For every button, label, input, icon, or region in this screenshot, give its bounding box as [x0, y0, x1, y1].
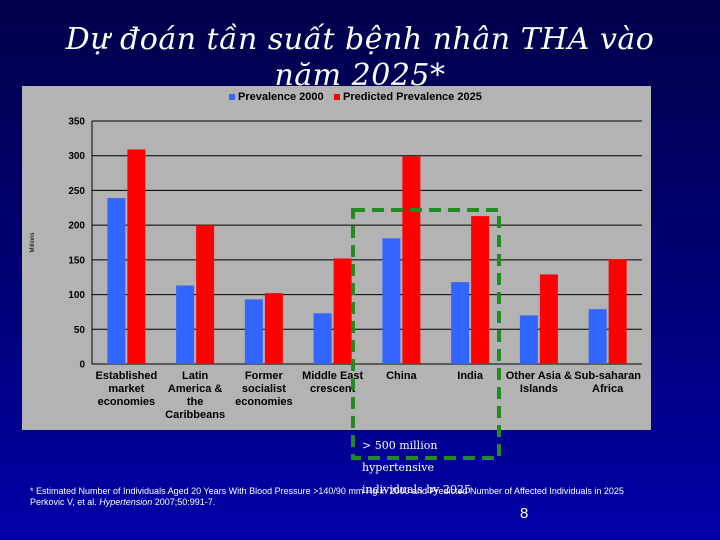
bar-prevalence-2000: [588, 309, 607, 364]
x-tick-label: America &: [168, 383, 222, 395]
bar-predicted-2025: [127, 149, 146, 364]
bar-prevalence-2000: [107, 198, 126, 364]
x-tick-label: Former: [245, 370, 284, 382]
legend-swatch-prevalence-2000: [229, 94, 235, 100]
y-tick-label: 0: [79, 360, 85, 371]
x-tick-label: Latin: [182, 370, 209, 382]
y-tick-label: 300: [68, 151, 85, 162]
footnote-reference: Perkovic V, et al. Hypertension 2007;50:…: [30, 497, 700, 508]
footnote-authors: Perkovic V, et al.: [30, 497, 100, 507]
x-tick-label: Established: [96, 370, 158, 382]
x-tick-label: market: [108, 383, 144, 395]
highlight-box-dashed-frame: [351, 208, 501, 460]
y-tick-label: 250: [68, 186, 85, 197]
bar-prevalence-2000: [176, 285, 195, 364]
bar-prevalence-2000: [244, 299, 263, 364]
x-tick-label: Sub-saharan: [574, 370, 641, 382]
bar-predicted-2025: [539, 274, 558, 364]
bar-predicted-2025: [608, 259, 627, 364]
bar-prevalence-2000: [519, 315, 538, 364]
bar-prevalence-2000: [313, 313, 332, 364]
bar-prevalence-2000: [382, 238, 401, 364]
x-tick-label: China: [386, 370, 417, 382]
x-tick-label: Middle East: [302, 370, 363, 382]
y-tick-label: 350: [68, 117, 85, 128]
x-tick-label: Other Asia &: [506, 370, 572, 382]
legend-label-predicted-2025: Predicted Prevalence 2025: [343, 91, 482, 103]
footnote-estimate: * Estimated Number of Individuals Aged 2…: [30, 486, 624, 496]
legend-label-prevalence-2000: Prevalence 2000: [238, 91, 324, 103]
x-tick-label: economies: [235, 396, 292, 408]
slide-title: Dự đoán tần suất bệnh nhân THA vào năm 2…: [65, 22, 655, 93]
y-tick-label: 200: [68, 221, 85, 232]
x-tick-label: Africa: [592, 383, 624, 395]
chart-panel: 0 50 100 150 200 250 300 350 Millions Established…: [22, 86, 651, 430]
footnote-citation: 2007;50:991-7.: [152, 497, 216, 507]
highlight-note-line-1: > 500 million hypertensive: [362, 439, 438, 474]
bar-predicted-2025: [333, 258, 352, 364]
y-tick-label: 50: [74, 325, 86, 336]
highlight-note-line-2: individuals by 2025: [362, 483, 471, 496]
footnote: * Estimated Number of Individuals Aged 2…: [30, 486, 700, 508]
x-tick-label: Islands: [520, 383, 558, 395]
x-tick-label: India: [457, 370, 484, 382]
chart: 0 50 100 150 200 250 300 350 Millions Established…: [30, 91, 642, 421]
page-number: 8: [520, 505, 529, 522]
bar-predicted-2025: [264, 293, 283, 364]
highlight-note: > 500 million hypertensive individuals b…: [362, 435, 512, 501]
x-tick-label: crescent: [310, 383, 356, 395]
bar-prevalence-2000: [451, 282, 470, 364]
x-tick-label: economies: [98, 396, 155, 408]
y-tick-label: 150: [68, 255, 85, 266]
x-tick-label: socialist: [242, 383, 286, 395]
y-axis-title: Millions: [30, 232, 36, 252]
bar-predicted-2025: [196, 225, 215, 364]
legend-swatch-predicted-2025: [334, 94, 340, 100]
y-tick-label: 100: [68, 290, 85, 301]
footnote-journal: Hypertension: [99, 497, 153, 507]
x-tick-label: the: [187, 396, 204, 408]
x-tick-label: Caribbeans: [165, 409, 225, 421]
bar-predicted-2025: [471, 216, 490, 364]
